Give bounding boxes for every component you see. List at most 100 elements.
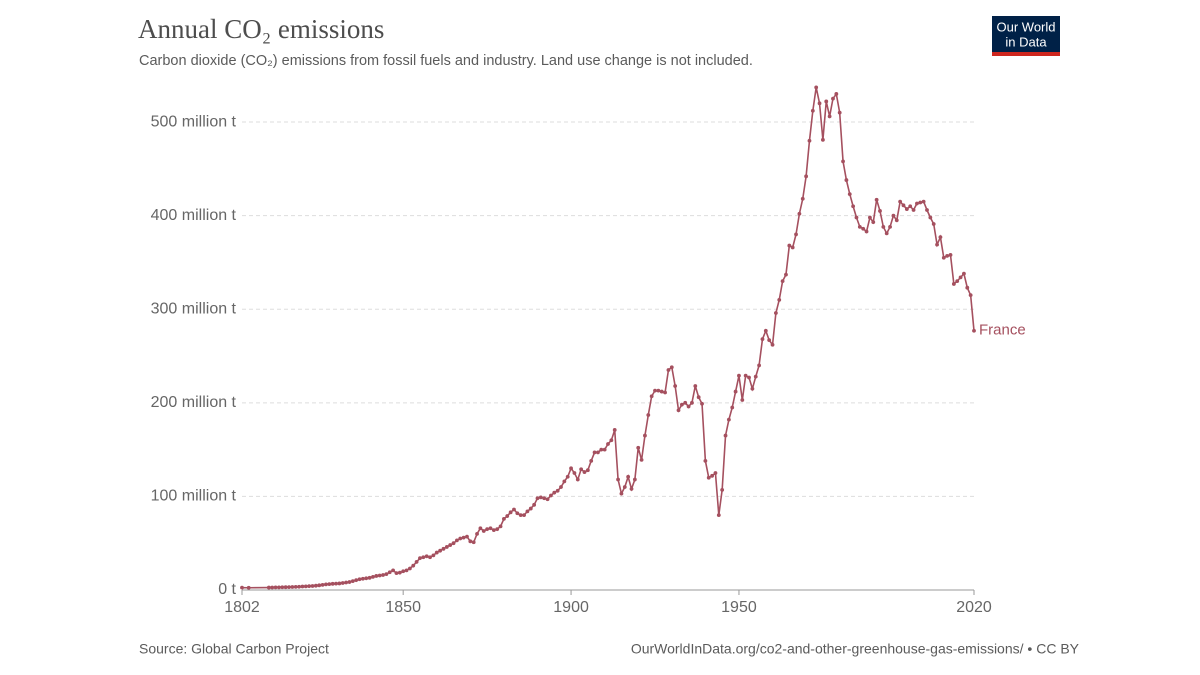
data-point [300, 584, 305, 589]
data-point [706, 475, 711, 480]
data-point [505, 514, 510, 518]
data-point [868, 215, 872, 220]
data-point [485, 527, 490, 532]
data-point [360, 576, 365, 581]
data-point [884, 231, 889, 236]
data-point [918, 200, 923, 205]
series-line [241, 87, 975, 589]
data-point [857, 224, 862, 229]
data-point [659, 389, 664, 394]
data-point [663, 390, 667, 395]
data-point [512, 507, 516, 512]
data-point [730, 405, 735, 410]
data-point [649, 394, 654, 399]
data-point [602, 447, 607, 452]
data-point [807, 138, 812, 143]
data-point [646, 413, 651, 417]
data-point [461, 535, 466, 540]
y-tick-label: 300 million t [151, 300, 237, 317]
data-point [515, 511, 520, 516]
data-point [434, 550, 439, 555]
data-point [478, 526, 483, 531]
data-point [622, 485, 627, 489]
data-point [508, 510, 513, 515]
data-point [555, 488, 560, 493]
data-point [313, 583, 318, 588]
data-point [760, 337, 765, 342]
data-point [948, 253, 953, 257]
data-point [384, 572, 389, 576]
data-point [572, 471, 577, 475]
data-point [891, 213, 896, 218]
url: OurWorldInData.org/co2-and-other-greenho… [631, 641, 1080, 657]
data-point [277, 585, 281, 590]
data-point [941, 255, 946, 260]
data-point [538, 495, 543, 500]
data-point [532, 502, 537, 507]
chart-title: Annual CO₂ emissions [138, 14, 384, 44]
data-point [287, 585, 291, 589]
data-point [629, 487, 634, 491]
data-point [750, 386, 755, 391]
data-point [864, 229, 869, 234]
data-point [733, 389, 738, 394]
data-point [901, 203, 906, 208]
data-point [770, 342, 775, 347]
data-point [814, 85, 819, 90]
data-point [307, 584, 312, 589]
y-tick-label: 400 million t [151, 207, 237, 224]
data-point [394, 571, 399, 576]
data-point [330, 581, 335, 586]
data-point [915, 201, 919, 206]
data-point [616, 477, 620, 482]
data-point [273, 585, 278, 590]
data-point [451, 541, 456, 546]
data-point [713, 471, 718, 475]
data-point [683, 400, 688, 405]
data-point [606, 442, 610, 446]
data-point [928, 215, 933, 220]
data-point [562, 479, 567, 484]
data-point [874, 197, 879, 202]
data-point [673, 384, 678, 388]
data-point [297, 584, 301, 589]
data-point [481, 529, 486, 533]
data-point [656, 388, 661, 393]
data-point [454, 538, 459, 543]
data-point [428, 555, 432, 560]
data-point [632, 477, 637, 482]
source: Source: Global Carbon Project [139, 641, 329, 657]
data-point [320, 582, 325, 587]
data-point [465, 534, 469, 539]
data-point [502, 516, 506, 521]
data-point [579, 467, 584, 472]
data-point [653, 388, 657, 393]
data-point [324, 582, 328, 587]
data-point [824, 99, 829, 104]
data-point [679, 402, 684, 407]
data-point [676, 408, 681, 413]
data-point [844, 178, 849, 182]
data-point [344, 580, 348, 585]
data-point [686, 404, 691, 409]
logo-text: in Data [1005, 34, 1047, 49]
data-point [612, 428, 617, 432]
data-point [881, 224, 886, 229]
data-point [938, 235, 943, 240]
data-point [387, 570, 392, 575]
data-point [609, 438, 614, 443]
data-point [404, 568, 409, 573]
data-point [565, 474, 570, 479]
data-point [740, 398, 745, 402]
data-point [861, 226, 866, 231]
chart-subtitle: Carbon dioxide (CO₂) emissions from foss… [139, 53, 753, 69]
data-point [246, 585, 251, 590]
data-point [841, 159, 845, 164]
data-point [834, 92, 839, 96]
data-point [582, 470, 587, 474]
data-point [619, 491, 624, 496]
data-point [639, 458, 644, 462]
data-point [552, 490, 557, 495]
x-tick-label: 1850 [385, 599, 421, 616]
